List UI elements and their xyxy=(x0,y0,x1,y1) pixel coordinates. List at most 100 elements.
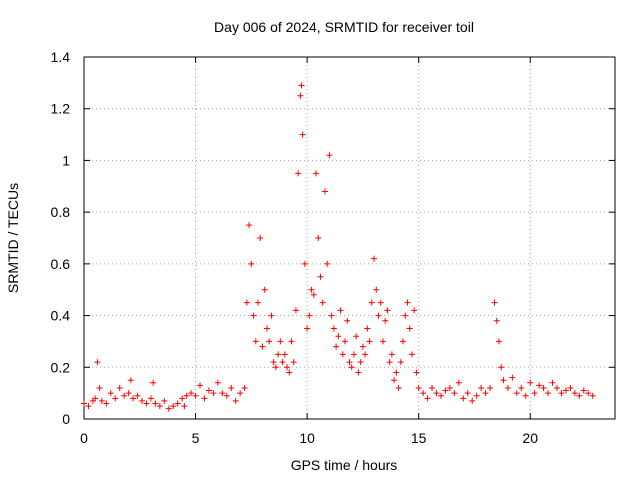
data-point xyxy=(319,299,326,306)
data-point xyxy=(248,260,255,267)
data-point xyxy=(344,317,351,324)
y-tick-label: 0.4 xyxy=(51,308,71,324)
data-point xyxy=(495,338,502,345)
data-point xyxy=(284,364,291,371)
data-point xyxy=(179,395,186,402)
y-tick-label: 0.2 xyxy=(51,359,71,375)
data-point xyxy=(304,325,311,332)
data-point xyxy=(197,382,204,389)
data-point xyxy=(527,379,534,386)
data-point xyxy=(451,390,458,397)
data-point xyxy=(103,400,110,407)
data-point xyxy=(210,390,217,397)
data-point xyxy=(298,82,305,89)
data-point xyxy=(433,390,440,397)
y-axis-title: SRMTID / TECUs xyxy=(5,183,21,293)
data-point xyxy=(359,343,366,350)
data-point xyxy=(321,188,328,195)
x-tick-labels: 0 5 10 15 20 xyxy=(80,430,538,446)
data-point xyxy=(375,312,382,319)
data-point xyxy=(571,390,578,397)
data-point xyxy=(437,392,444,399)
data-point xyxy=(464,390,471,397)
data-point xyxy=(246,222,253,229)
data-point xyxy=(500,377,507,384)
x-tick-label: 15 xyxy=(411,430,427,446)
data-point xyxy=(81,400,87,407)
data-point xyxy=(130,395,137,402)
data-point xyxy=(188,390,195,397)
x-axis-title: GPS time / hours xyxy=(291,457,398,473)
data-point xyxy=(281,351,288,358)
data-point xyxy=(393,369,400,376)
data-point xyxy=(589,392,596,399)
data-point xyxy=(373,286,380,293)
data-point xyxy=(192,392,199,399)
y-tick-label: 1 xyxy=(62,152,70,168)
data-point xyxy=(397,359,404,366)
data-point xyxy=(232,397,239,404)
data-point xyxy=(223,392,230,399)
data-point xyxy=(96,384,103,391)
data-point xyxy=(518,384,525,391)
data-point xyxy=(277,338,284,345)
data-point xyxy=(290,359,297,366)
data-point xyxy=(400,338,407,345)
data-point xyxy=(509,374,516,381)
y-tick-label: 0.8 xyxy=(51,204,71,220)
data-point xyxy=(228,384,235,391)
y-tick-label: 1.2 xyxy=(51,101,71,117)
x-tick-label: 10 xyxy=(299,430,315,446)
data-point xyxy=(350,351,357,358)
data-point xyxy=(442,387,449,394)
data-point xyxy=(313,170,320,177)
data-point xyxy=(306,312,313,319)
data-point xyxy=(540,384,547,391)
data-point xyxy=(536,382,543,389)
data-point xyxy=(337,307,344,314)
data-point xyxy=(364,325,371,332)
y-tick-labels: 0 0.2 0.4 0.6 0.8 1 1.2 1.4 xyxy=(51,49,71,427)
data-point xyxy=(121,392,128,399)
data-point xyxy=(252,338,259,345)
data-point xyxy=(498,364,505,371)
data-point xyxy=(558,390,565,397)
data-point xyxy=(250,312,257,319)
grid-lines xyxy=(84,57,615,419)
data-point xyxy=(317,273,324,280)
data-point xyxy=(116,384,123,391)
data-point xyxy=(266,338,273,345)
data-point xyxy=(127,377,134,384)
data-point xyxy=(326,152,333,159)
data-point xyxy=(339,351,346,358)
data-point xyxy=(576,392,583,399)
data-point xyxy=(259,343,266,350)
data-point xyxy=(522,392,529,399)
x-tick-label: 0 xyxy=(80,430,88,446)
data-point xyxy=(553,384,560,391)
data-point xyxy=(549,379,556,386)
data-point xyxy=(205,387,212,394)
data-point xyxy=(493,317,500,324)
data-point xyxy=(324,260,331,267)
data-point xyxy=(371,255,378,262)
data-point xyxy=(270,359,277,366)
data-point xyxy=(295,170,302,177)
data-point xyxy=(424,395,431,402)
x-tick-label: 5 xyxy=(192,430,200,446)
data-point xyxy=(237,390,244,397)
data-point xyxy=(413,369,420,376)
data-point xyxy=(395,384,402,391)
data-point xyxy=(150,379,157,386)
data-point xyxy=(357,359,364,366)
data-point xyxy=(125,390,132,397)
data-point xyxy=(92,395,99,402)
plot-frame xyxy=(83,56,616,420)
data-point xyxy=(446,384,453,391)
data-point xyxy=(478,384,485,391)
data-point xyxy=(161,397,168,404)
data-point xyxy=(362,351,369,358)
data-point xyxy=(308,286,315,293)
data-point xyxy=(473,392,480,399)
data-point xyxy=(134,392,141,399)
